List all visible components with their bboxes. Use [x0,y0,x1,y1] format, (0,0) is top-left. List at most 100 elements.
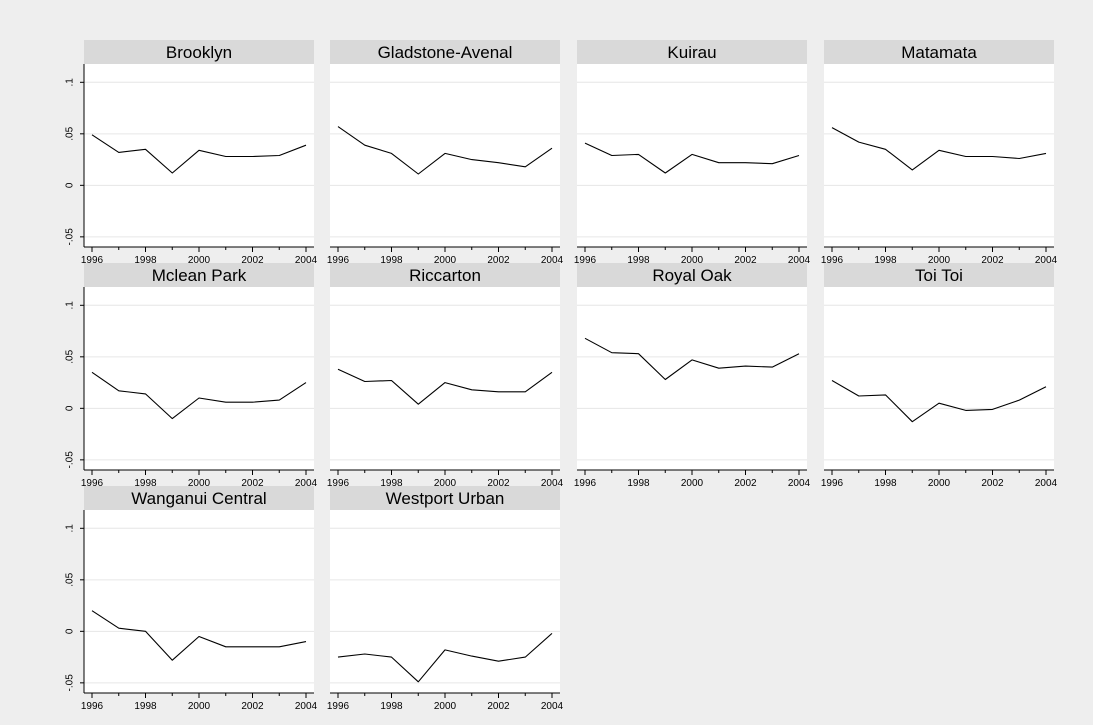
x-tick-label: 2004 [295,255,318,266]
x-tick-label: 2004 [1035,255,1058,266]
x-tick-label: 1996 [574,255,597,266]
x-tick-label: 2002 [241,701,264,712]
y-tick-label: 0 [65,182,76,188]
x-tick-label: 1998 [134,255,157,266]
series-line [831,380,1047,423]
x-tick-label: 1996 [821,255,844,266]
panel: Brooklyn .1 .05 0 -.05 1996 1998 2000 2002 2004 [65,40,318,266]
series-line [831,127,1047,171]
series-line [91,371,307,420]
x-tick-label: 2002 [241,478,264,489]
x-tick-label: 2000 [188,701,211,712]
x-tick-label: 1996 [327,701,350,712]
x-tick-label: 2004 [295,478,318,489]
panels-group: Brooklyn .1 .05 0 -.05 1996 1998 2000 2002 2004 Gl… [65,40,1058,712]
panel-title: Gladstone-Avenal [378,43,513,62]
x-tick-label: 2002 [241,255,264,266]
panel-title-band [824,263,1054,287]
panel: Wanganui Central .1 .05 0 -.05 1996 1998 2000 20… [65,486,318,712]
panel-title: Wanganui Central [131,489,266,508]
x-tick-label: 2004 [788,255,811,266]
x-tick-label: 1998 [134,701,157,712]
panel-title-band [330,486,560,510]
x-tick-label: 1996 [327,255,350,266]
x-tick-label: 2004 [541,701,564,712]
series-line [584,337,800,381]
panel-title: Brooklyn [166,43,232,62]
x-tick-label: 2000 [188,255,211,266]
x-tick-label: 1998 [134,478,157,489]
series-line [337,632,553,683]
panel-title-band [824,40,1054,64]
panel-title-band [84,263,314,287]
x-tick-label: 1996 [821,478,844,489]
y-tick-label: .05 [65,572,76,586]
x-tick-label: 2004 [541,478,564,489]
x-tick-label: 2004 [1035,478,1058,489]
y-tick-label: -.05 [65,228,76,246]
panel: Royal Oak 1996 1998 2000 2002 2004 [574,263,811,489]
x-tick-label: 2002 [734,255,757,266]
panel-title: Kuirau [667,43,716,62]
x-tick-label: 2004 [541,255,564,266]
x-tick-label: 2002 [981,255,1004,266]
panel: Mclean Park .1 .05 0 -.05 1996 1998 2000 2002 200… [65,263,318,489]
plot-area [84,510,314,693]
panel-title: Toi Toi [915,266,963,285]
x-tick-label: 2000 [681,255,704,266]
panel-title: Matamata [901,43,977,62]
panel-title-band [330,40,560,64]
series-line [91,134,307,174]
x-tick-label: 2002 [487,255,510,266]
y-tick-label: .05 [65,349,76,363]
x-tick-label: 1998 [627,478,650,489]
y-tick-label: .05 [65,126,76,140]
x-tick-label: 1998 [380,255,403,266]
x-tick-label: 2004 [295,701,318,712]
panel: Toi Toi 1996 1998 2000 2002 2004 [821,263,1058,489]
plot-area [824,287,1054,470]
panel-title: Westport Urban [386,489,505,508]
x-tick-label: 1998 [627,255,650,266]
y-tick-label: .1 [65,301,76,310]
y-tick-label: -.05 [65,674,76,692]
plot-area [330,64,560,247]
y-tick-label: 0 [65,628,76,634]
panel-title-band [84,40,314,64]
y-tick-label: 0 [65,405,76,411]
x-tick-label: 2002 [487,701,510,712]
plot-area [84,287,314,470]
panel-title: Riccarton [409,266,481,285]
x-tick-label: 1998 [380,701,403,712]
panel-title-band [577,263,807,287]
series-line [584,142,800,174]
plot-area [330,510,560,693]
y-tick-label: -.05 [65,451,76,469]
x-tick-label: 2002 [487,478,510,489]
panel-title-band [577,40,807,64]
x-tick-label: 1996 [81,701,104,712]
x-tick-label: 2000 [928,478,951,489]
x-tick-label: 1998 [380,478,403,489]
x-tick-label: 2000 [928,255,951,266]
panel-title: Mclean Park [152,266,247,285]
y-tick-label: .1 [65,78,76,87]
series-line [337,368,553,405]
series-line [91,610,307,661]
y-tick-label: .1 [65,524,76,533]
x-tick-label: 2000 [434,478,457,489]
x-tick-label: 1996 [81,255,104,266]
x-tick-label: 2002 [734,478,757,489]
x-tick-label: 1996 [327,478,350,489]
x-tick-label: 2002 [981,478,1004,489]
panel-title-band [330,263,560,287]
plot-area [824,64,1054,247]
x-tick-label: 1996 [574,478,597,489]
plot-area [330,287,560,470]
x-tick-label: 1996 [81,478,104,489]
x-tick-label: 2000 [681,478,704,489]
x-tick-label: 2004 [788,478,811,489]
panel: Westport Urban 1996 1998 2000 2002 2004 [327,486,564,712]
panel: Riccarton 1996 1998 2000 2002 2004 [327,263,564,489]
